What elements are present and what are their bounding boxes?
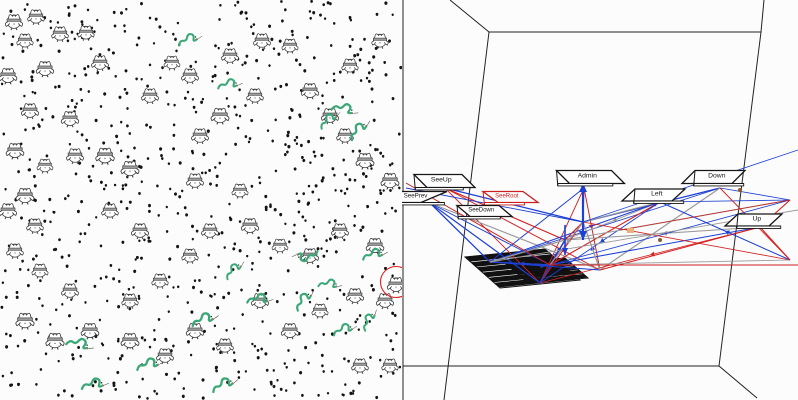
svg-text:SeeUp: SeeUp <box>431 177 452 184</box>
svg-text:Left: Left <box>651 191 662 198</box>
svg-text:Down: Down <box>708 173 726 180</box>
svg-text:SeeDown: SeeDown <box>468 208 494 214</box>
svg-text:Up: Up <box>752 216 761 223</box>
svg-text:SeeRoot: SeeRoot <box>495 194 519 200</box>
svg-text:Admin: Admin <box>578 173 597 180</box>
svg-text:SeePrev: SeePrev <box>404 193 429 200</box>
